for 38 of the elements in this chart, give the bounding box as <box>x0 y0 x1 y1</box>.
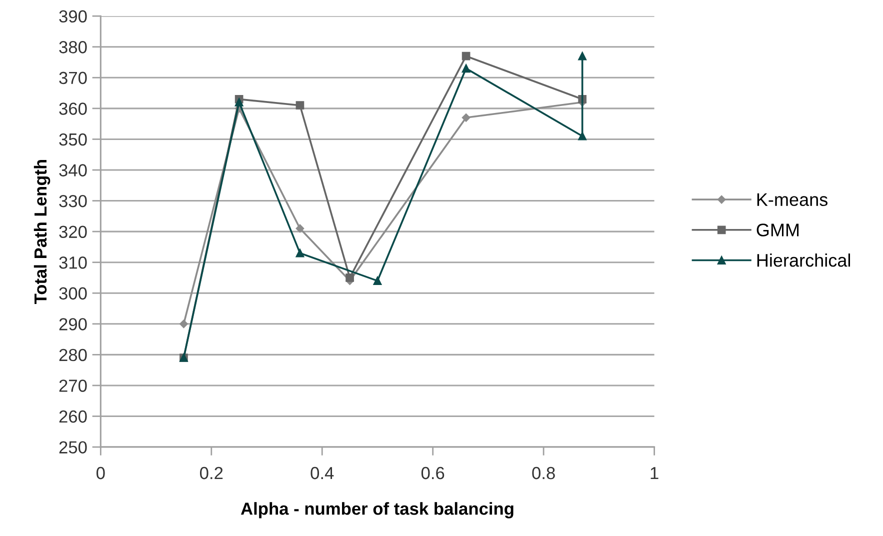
y-tick-label: 350 <box>59 133 87 146</box>
y-tick-label: 340 <box>59 164 87 176</box>
point <box>296 101 304 110</box>
y-tick-label: 360 <box>59 102 87 115</box>
point <box>180 320 188 328</box>
y-tick-label: 320 <box>59 226 87 238</box>
point <box>462 64 470 73</box>
legend-label: K-means <box>757 193 828 206</box>
y-tick-label: 270 <box>59 380 87 392</box>
x-tick-label: 0.8 <box>532 466 555 480</box>
y-tick-label: 290 <box>59 318 87 330</box>
y-tick-label: 280 <box>59 348 87 362</box>
x-tick-label: 0 <box>96 466 105 480</box>
point <box>346 274 354 282</box>
point <box>234 98 244 106</box>
y-tick-label: 300 <box>59 287 87 300</box>
y-axis-title: Total Path Length <box>34 160 50 304</box>
x-tick-label: 0.2 <box>200 466 223 480</box>
x-axis-title: Alpha - number of task balancing <box>240 502 514 518</box>
point <box>578 132 586 140</box>
y-tick-label: 390 <box>59 10 87 23</box>
x-tick-label: 0.6 <box>421 466 444 480</box>
x-tick-label: 0.4 <box>310 466 334 480</box>
point <box>462 114 470 122</box>
legend-label: Hierarchical <box>757 254 850 267</box>
y-tick-label: 310 <box>59 256 87 269</box>
y-tick-label: 250 <box>59 441 87 454</box>
point <box>296 248 304 258</box>
y-tick-label: 260 <box>59 410 87 423</box>
point <box>462 52 470 60</box>
point <box>296 224 304 233</box>
point <box>578 52 586 60</box>
y-tick-label: 380 <box>59 41 87 54</box>
y-tick-label: 370 <box>59 72 87 84</box>
x-tick-label: 1 <box>650 467 658 480</box>
legend-label: GMM <box>756 224 799 236</box>
point <box>373 276 382 285</box>
y-tick-label: 330 <box>59 194 87 208</box>
